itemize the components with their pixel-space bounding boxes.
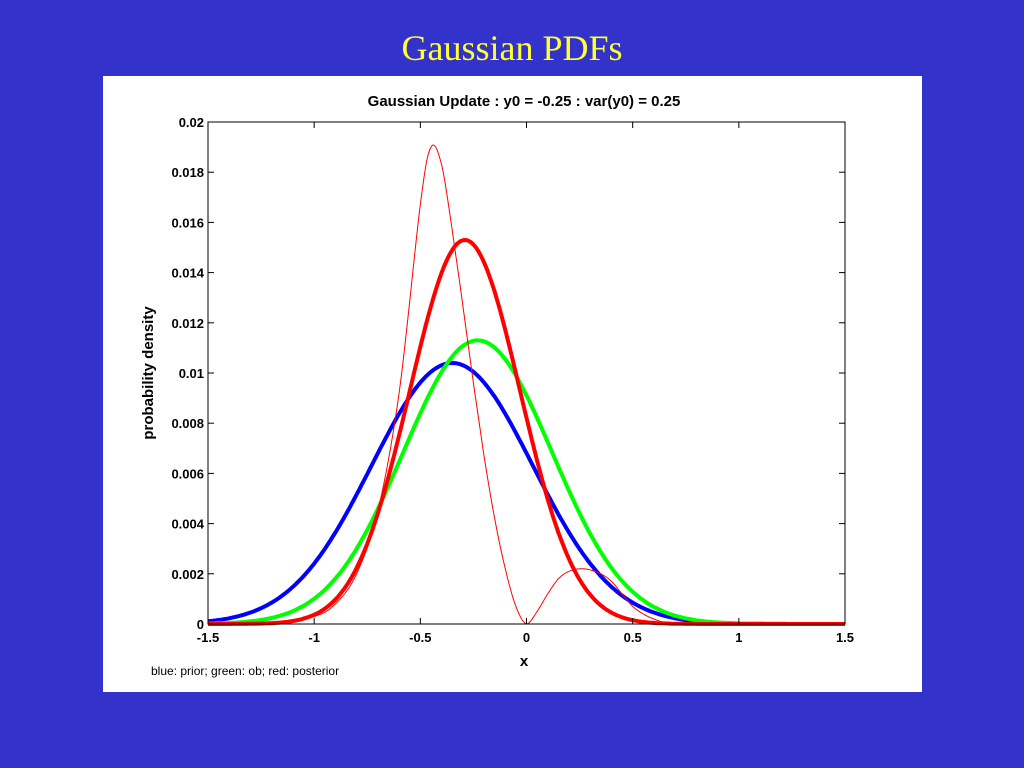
x-tick-label: -1 xyxy=(308,630,320,645)
y-tick-label: 0.01 xyxy=(179,366,204,381)
y-tick-label: 0.016 xyxy=(171,215,204,230)
figure-panel: Gaussian Update : y0 = -0.25 : var(y0) =… xyxy=(103,76,922,692)
x-tick-label: 1 xyxy=(735,630,742,645)
series-line-2 xyxy=(208,338,845,626)
y-axis-label: probability density xyxy=(140,306,157,440)
tick-layer: -1.5 -1 -0.5 0 0.5 1 1.5 0 0.002 0.004 0.006 0.008 0… xyxy=(171,115,854,645)
gaussian-chart: Gaussian Update : y0 = -0.25 : var(y0) =… xyxy=(140,93,854,678)
x-tick-label: 1.5 xyxy=(836,630,854,645)
y-tick-label: 0.014 xyxy=(171,266,204,281)
series-line-3 xyxy=(208,238,845,626)
series-line-4 xyxy=(207,144,845,625)
y-tick-label: 0 xyxy=(197,617,204,632)
series-layer xyxy=(207,144,845,626)
y-tick-label: 0.02 xyxy=(179,115,204,130)
legend-caption: blue: prior; green: ob; red: posterior xyxy=(151,664,339,678)
x-tick-label: 0 xyxy=(523,630,530,645)
x-axis-label: x xyxy=(520,653,529,670)
y-tick-label: 0.018 xyxy=(171,165,204,180)
plot-frame xyxy=(207,121,846,625)
x-tick-label: -0.5 xyxy=(409,630,431,645)
x-tick-label: -1.5 xyxy=(197,630,219,645)
y-tick-label: 0.004 xyxy=(171,517,204,532)
x-tick-label: 0.5 xyxy=(624,630,642,645)
y-tick-label: 0.008 xyxy=(171,416,204,431)
chart-title: Gaussian Update : y0 = -0.25 : var(y0) =… xyxy=(368,93,681,110)
y-tick-label: 0.012 xyxy=(171,316,204,331)
slide-title: Gaussian PDFs xyxy=(401,28,623,68)
y-tick-label: 0.006 xyxy=(171,466,204,481)
series-line-1 xyxy=(207,361,845,626)
y-tick-label: 0.002 xyxy=(171,567,204,582)
